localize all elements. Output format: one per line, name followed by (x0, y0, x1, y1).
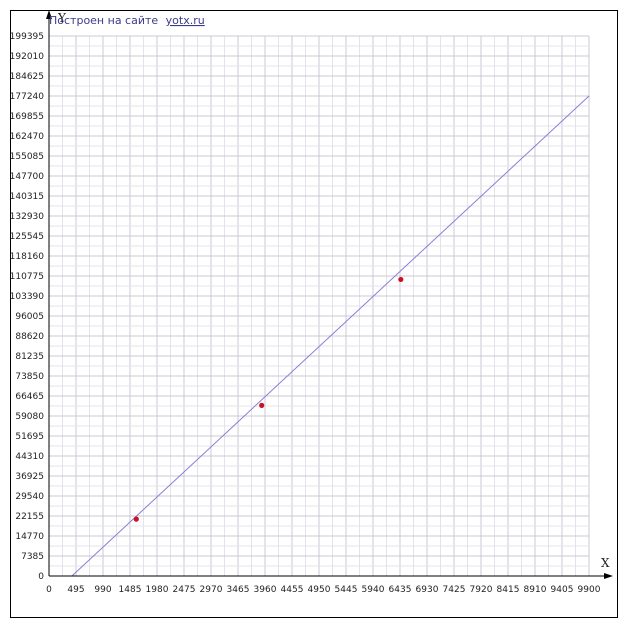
x-tick-label: 2475 (173, 585, 196, 595)
y-tick-label: 96005 (15, 312, 44, 322)
y-tick-labels: 0 7385 14770 22155 29540 36925 44310 51695 59080… (10, 32, 45, 582)
x-tick-labels: 0 495 990 1485 1980 2475 2970 3465 3960 4455 4950 5… (46, 585, 601, 595)
data-point (398, 276, 404, 283)
points-layer (133, 276, 404, 522)
y-tick-label: 22155 (15, 512, 44, 522)
grid (49, 35, 590, 576)
site-credit: Построен на сайте yotx.ru (49, 14, 205, 27)
y-tick-label: 110775 (10, 272, 44, 282)
chart-frame (10, 10, 618, 618)
y-tick-label: 81235 (15, 352, 44, 362)
y-tick-label: 184625 (10, 72, 44, 82)
y-tick-label: 118160 (10, 252, 45, 262)
y-tick-label: 66465 (15, 392, 44, 402)
x-tick-label: 6930 (416, 585, 439, 595)
y-tick-label: 88620 (15, 332, 44, 342)
y-axis-arrow (46, 10, 52, 19)
x-axis-label: X (601, 556, 610, 570)
x-tick-label: 8415 (497, 585, 520, 595)
x-tick-label: 5940 (362, 585, 385, 595)
y-tick-label: 169855 (10, 112, 44, 122)
x-tick-label: 1980 (146, 585, 169, 595)
y-tick-label: 44310 (15, 452, 44, 462)
y-tick-label: 147700 (10, 172, 45, 182)
y-tick-label: 14770 (15, 532, 44, 542)
y-tick-label: 36925 (15, 472, 44, 482)
x-axis-arrow (604, 573, 613, 579)
series-layer (71, 95, 590, 577)
y-tick-label: 140315 (10, 192, 44, 202)
x-tick-label: 5445 (335, 585, 358, 595)
x-tick-label: 2970 (200, 585, 223, 595)
x-tick-label: 7425 (443, 585, 466, 595)
x-tick-label: 4455 (281, 585, 304, 595)
x-tick-label: 0 (46, 585, 52, 595)
y-tick-label: 125545 (10, 232, 44, 242)
data-point (133, 516, 139, 522)
y-tick-label: 29540 (15, 492, 44, 502)
y-tick-label: 199395 (10, 32, 44, 42)
y-tick-label: 155085 (10, 152, 44, 162)
y-tick-label: 51695 (15, 432, 44, 442)
x-tick-label: 8910 (524, 585, 547, 595)
x-tick-label: 9405 (551, 585, 574, 595)
x-tick-label: 6435 (389, 585, 412, 595)
y-tick-label: 162470 (10, 132, 45, 142)
x-tick-label: 9900 (578, 585, 601, 595)
y-tick-label: 7385 (21, 552, 44, 562)
y-tick-label: 0 (38, 572, 44, 582)
x-tick-label: 4950 (308, 585, 331, 595)
y-axis-label: Y (57, 11, 67, 25)
credit-prefix: Построен на сайте (49, 14, 158, 27)
y-tick-label: 132930 (10, 212, 45, 222)
y-tick-label: 59080 (15, 412, 44, 422)
y-tick-label: 103390 (10, 292, 45, 302)
credit-link[interactable]: yotx.ru (166, 14, 205, 27)
x-tick-label: 1485 (119, 585, 142, 595)
y-tick-label: 192010 (10, 52, 45, 62)
x-tick-label: 495 (67, 585, 84, 595)
y-tick-label: 177240 (10, 92, 45, 102)
x-tick-label: 3465 (227, 585, 250, 595)
series-line (71, 95, 590, 577)
axes (46, 10, 613, 579)
x-tick-label: 3960 (254, 585, 277, 595)
y-tick-label: 73850 (15, 372, 44, 382)
x-tick-label: 990 (94, 585, 111, 595)
data-point (259, 402, 265, 408)
x-tick-label: 7920 (470, 585, 493, 595)
